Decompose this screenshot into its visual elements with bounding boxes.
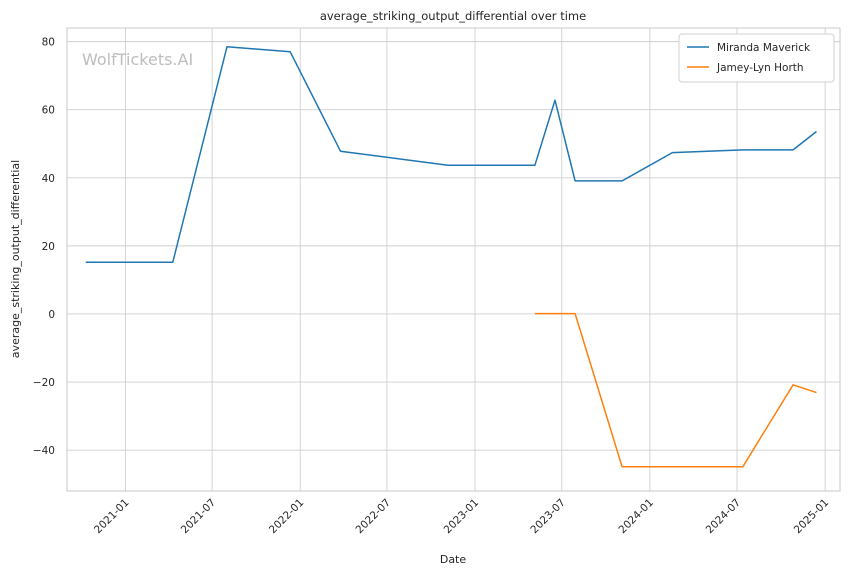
series-line-1	[85, 45, 817, 263]
x-tick-label: 2024-07	[704, 497, 744, 537]
x-tick-label: 2021-01	[92, 497, 132, 537]
x-tick-label: 2024-01	[616, 497, 656, 537]
x-tick-label: 2022-07	[354, 497, 394, 537]
y-tick-label: −40	[33, 445, 55, 457]
y-tick-label: 0	[48, 309, 55, 321]
y-tick-label: 20	[42, 241, 55, 253]
y-tick-label: 80	[42, 37, 55, 49]
axis-ticks: 2021-01 2021-07 2022-01 2022-07 2023-01 2023-…	[33, 37, 831, 537]
y-tick-label: 60	[42, 105, 55, 117]
series-line-2	[534, 312, 817, 468]
gridlines	[67, 28, 840, 491]
series-lines	[85, 45, 817, 468]
y-tick-label: 40	[42, 173, 55, 185]
legend-box	[678, 33, 835, 83]
legend: Miranda Maverick Jamey-Lyn Horth	[678, 33, 835, 83]
x-axis-label: Date	[440, 553, 467, 566]
legend-label: Miranda Maverick	[717, 42, 811, 54]
x-tick-label: 2023-07	[528, 497, 568, 537]
x-tick-label: 2023-01	[442, 497, 482, 537]
y-tick-label: −20	[33, 377, 55, 389]
chart-title: average_striking_output_differential ove…	[320, 9, 586, 23]
x-tick-label: 2025-01	[792, 497, 832, 537]
legend-label: Jamey-Lyn Horth	[716, 62, 804, 74]
y-axis-label: average_striking_output_differential	[9, 160, 22, 358]
x-tick-label: 2021-07	[179, 497, 219, 537]
watermark: WolfTickets.AI	[82, 50, 193, 69]
plot-area	[66, 27, 841, 492]
x-tick-label: 2022-01	[267, 497, 307, 537]
